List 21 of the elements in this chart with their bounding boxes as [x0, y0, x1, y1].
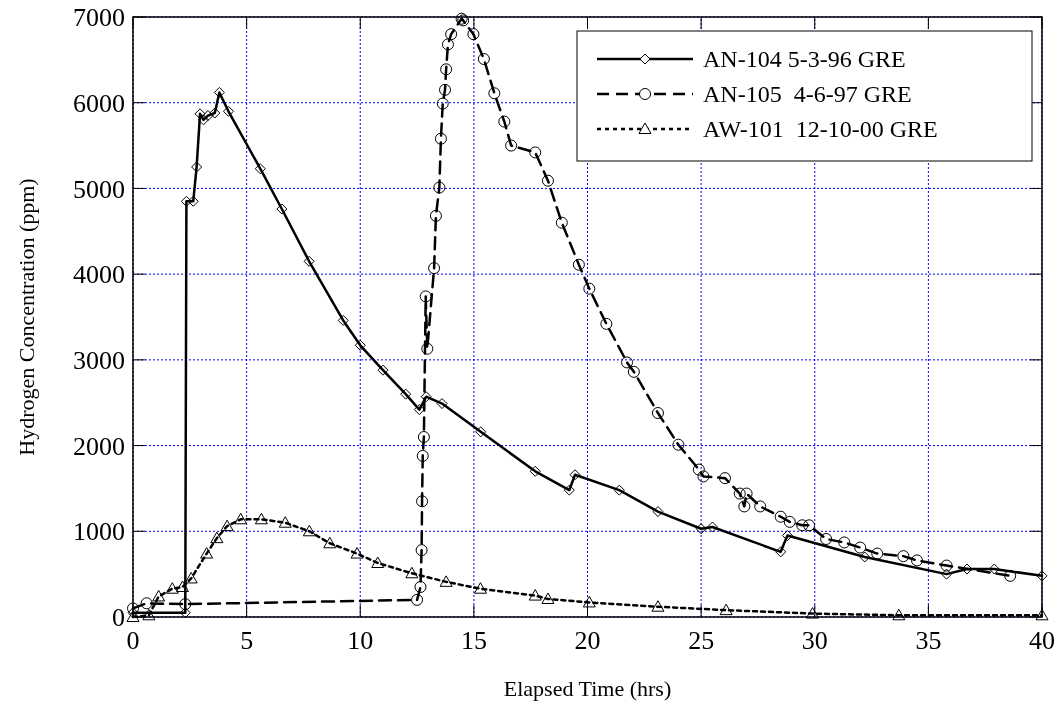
y-tick-label: 1000 — [73, 517, 125, 547]
x-tick-label: 5 — [240, 626, 254, 655]
x-tick-label: 10 — [347, 626, 374, 655]
y-tick-label: 5000 — [73, 174, 125, 204]
x-tick-label: 25 — [688, 626, 715, 655]
x-tick-label: 40 — [1029, 626, 1055, 655]
y-axis-title: Hydrogen Concentration (ppm) — [14, 178, 39, 456]
x-tick-label: 30 — [801, 626, 828, 655]
y-tick-label: 3000 — [73, 345, 125, 375]
legend-label: AN-105 4-6-97 GRE — [703, 81, 912, 108]
y-tick-label: 7000 — [73, 3, 125, 33]
y-tick-label: 6000 — [73, 88, 125, 118]
x-tick-label: 20 — [574, 626, 601, 655]
x-axis-title: Elapsed Time (hrs) — [503, 676, 672, 701]
y-tick-label: 2000 — [73, 431, 125, 461]
legend-label: AN-104 5-3-96 GRE — [703, 46, 906, 73]
legend-label: AW-101 12-10-00 GRE — [703, 116, 938, 143]
x-tick-label: 15 — [460, 626, 487, 655]
y-tick-label: 4000 — [73, 260, 125, 290]
x-tick-label: 35 — [915, 626, 942, 655]
y-tick-label: 0 — [112, 603, 125, 633]
